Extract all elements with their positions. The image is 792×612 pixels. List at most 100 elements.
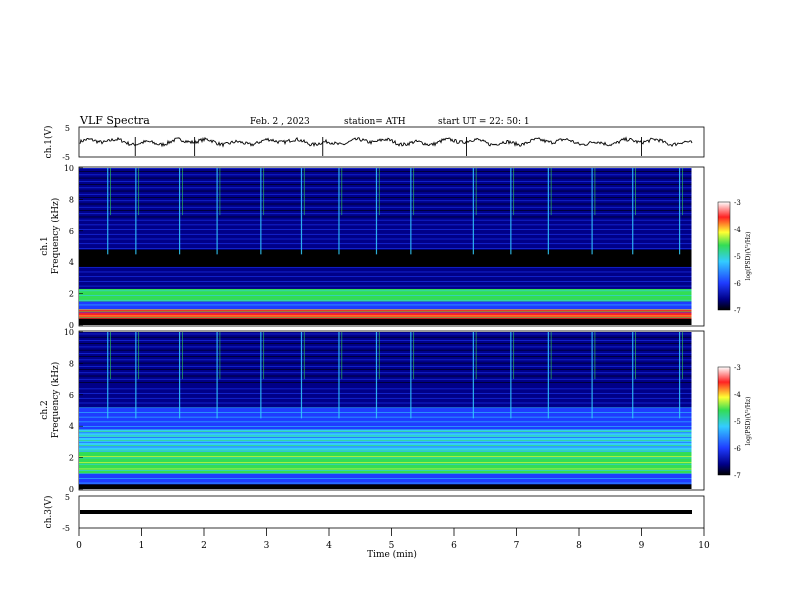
ch2-cbar-label: log(PSD)(V²/Hz) bbox=[745, 397, 752, 446]
spectrogram-line bbox=[79, 419, 692, 421]
spectrogram-ytick-label: 0 bbox=[69, 485, 74, 494]
spectrogram-ytick-label: 4 bbox=[69, 422, 74, 431]
spectrogram-line bbox=[79, 401, 692, 402]
figure-title: VLF Spectra bbox=[79, 114, 150, 127]
spectrogram-line bbox=[79, 448, 692, 449]
spectrogram-line bbox=[79, 333, 692, 335]
sferic-streak bbox=[138, 168, 140, 216]
spectrogram-line bbox=[79, 246, 692, 248]
spectrogram-line bbox=[79, 270, 692, 271]
sferic-streak bbox=[263, 168, 265, 216]
spectrogram-line bbox=[79, 365, 692, 367]
spectrogram-line bbox=[79, 208, 692, 210]
spectrogram-line bbox=[79, 449, 692, 451]
sferic-streak bbox=[510, 332, 512, 419]
spectrogram-line bbox=[79, 282, 692, 284]
spectrogram-line bbox=[79, 292, 692, 293]
date-label: Feb. 2 , 2023 bbox=[250, 117, 310, 127]
spectrogram-line bbox=[79, 452, 692, 454]
sferic-streak bbox=[550, 168, 552, 216]
spectrogram-line bbox=[79, 470, 692, 471]
spectrogram-line bbox=[79, 476, 692, 478]
ch2-cbar-tick-3: -3 bbox=[734, 364, 741, 372]
spectrogram-line bbox=[79, 171, 692, 172]
spectrogram-line bbox=[79, 197, 692, 198]
ch1-cbar-tick-3: -3 bbox=[734, 199, 741, 207]
spectrogram-ytick-label: 10 bbox=[64, 328, 74, 337]
spectrogram-line bbox=[79, 412, 692, 413]
spectrogram-line bbox=[79, 232, 692, 234]
sferic-streak bbox=[338, 332, 340, 419]
spectrogram-line bbox=[79, 169, 692, 171]
spectrogram-line bbox=[79, 277, 692, 279]
spectrogram-line bbox=[79, 224, 692, 226]
spectrogram-line bbox=[79, 229, 692, 230]
spectrogram-line bbox=[79, 193, 692, 195]
spectrogram-line bbox=[79, 285, 692, 287]
spectrogram-line bbox=[79, 218, 692, 219]
spectrogram-line bbox=[79, 404, 692, 405]
spectrogram-line bbox=[79, 198, 692, 200]
spectrogram-ytick-label: 2 bbox=[69, 454, 74, 463]
ch1-cbar-tick-4: -4 bbox=[734, 226, 741, 234]
spectrogram-ytick-label: 0 bbox=[69, 321, 74, 330]
start-time-label: start UT = 22: 50: 1 bbox=[438, 117, 530, 127]
sferic-streak bbox=[594, 332, 596, 380]
spectrogram-line bbox=[79, 335, 692, 336]
sferic-streak bbox=[135, 332, 137, 419]
spectrogram-line bbox=[79, 185, 692, 187]
time-axis-tick-label: 2 bbox=[201, 541, 207, 551]
spectrogram-line bbox=[79, 237, 692, 238]
spectrogram-line bbox=[79, 332, 692, 333]
spectrogram-line bbox=[79, 429, 692, 431]
spectrogram-line bbox=[79, 174, 692, 176]
spectrogram-line bbox=[79, 445, 692, 446]
spectrogram-line bbox=[79, 301, 692, 303]
spectrogram-line bbox=[79, 484, 692, 485]
spectrogram-line bbox=[79, 303, 692, 304]
spectrogram-line bbox=[79, 396, 692, 398]
spectrogram-line bbox=[79, 364, 692, 366]
spectrogram-ytick-label: 8 bbox=[69, 195, 74, 204]
spectrogram-line bbox=[79, 195, 692, 197]
spectrogram-line bbox=[79, 260, 692, 262]
sferic-streak bbox=[300, 332, 303, 419]
time-axis-tick-label: 9 bbox=[639, 541, 645, 551]
sferic-streak bbox=[410, 168, 412, 255]
spectrogram-line bbox=[79, 451, 692, 453]
spectrogram-line bbox=[79, 467, 692, 468]
spectrogram-line bbox=[79, 320, 692, 321]
spectrogram-line bbox=[79, 271, 692, 273]
sferic-streak bbox=[472, 332, 474, 419]
spectrogram-line bbox=[79, 210, 692, 211]
spectrogram-line bbox=[79, 307, 692, 309]
spectrogram-line bbox=[79, 418, 692, 420]
spectrogram-line bbox=[79, 221, 692, 223]
sferic-streak bbox=[110, 332, 111, 380]
sferic-streak bbox=[303, 332, 305, 380]
spectrogram-line bbox=[79, 180, 692, 182]
ch1-spectrogram-image bbox=[79, 168, 692, 325]
sferic-streak bbox=[413, 168, 415, 216]
spectrogram-line bbox=[79, 353, 692, 354]
spectrogram-line bbox=[79, 446, 692, 448]
ch1-cbar-tick-5: -5 bbox=[734, 253, 741, 261]
spectrogram-line bbox=[79, 437, 692, 438]
spectrogram-line bbox=[79, 222, 692, 224]
spectrogram-ytick-label: 8 bbox=[69, 359, 74, 368]
ch2-cbar-tick-5: -5 bbox=[734, 418, 741, 426]
spectrogram-line bbox=[79, 310, 692, 312]
spectrogram-line bbox=[79, 323, 692, 325]
sferic-streak bbox=[682, 168, 683, 216]
spectrogram-line bbox=[79, 249, 692, 251]
spectrogram-band bbox=[79, 332, 692, 386]
spectrogram-band bbox=[79, 484, 692, 489]
spectrogram-line bbox=[79, 240, 692, 241]
spectrogram-line bbox=[79, 306, 692, 307]
spectrogram-line bbox=[79, 203, 692, 205]
time-axis-tick-label: 7 bbox=[514, 541, 520, 551]
spectrogram-line bbox=[79, 281, 692, 282]
spectrogram-line bbox=[79, 471, 692, 473]
spectrogram-line bbox=[79, 372, 692, 374]
spectrogram-line bbox=[79, 380, 692, 382]
